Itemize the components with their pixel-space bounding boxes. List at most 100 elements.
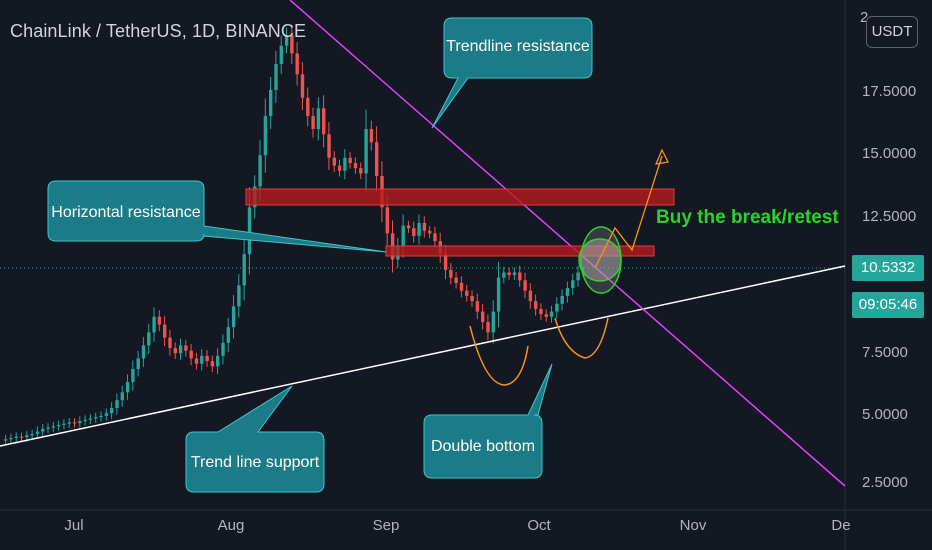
candle-body: [4, 439, 8, 441]
candle-body: [565, 288, 570, 296]
callout-horizontal-resistance[interactable]: Horizontal resistance: [47, 180, 387, 253]
candle-body: [353, 162, 358, 169]
candle-body: [216, 355, 220, 367]
time-tick-oct: Oct: [527, 517, 551, 534]
candle-body: [263, 116, 268, 156]
candle-body: [576, 272, 580, 281]
candle-body: [19, 436, 24, 438]
double-bottom-left-curve: [469, 325, 529, 386]
candle-body: [481, 311, 485, 322]
buy-the-break-text: Buy the break/retest: [656, 207, 839, 228]
candle-body: [131, 368, 135, 382]
candle-body: [194, 358, 199, 364]
price-tick-2-5: 2.5000: [862, 474, 908, 491]
candle-body: [534, 301, 538, 309]
candle-body: [322, 108, 326, 135]
trendline-resistance[interactable]: [289, 0, 846, 487]
candle-body: [507, 272, 511, 276]
price-tick-7-5: 7.5000: [862, 344, 908, 361]
trend-line-support[interactable]: [0, 265, 846, 447]
candle-body: [422, 222, 427, 231]
candle-body: [375, 142, 379, 177]
candle-body: [443, 254, 448, 270]
candle-body: [539, 308, 543, 315]
candle-body: [549, 311, 554, 317]
resistance-zone-lower[interactable]: [385, 245, 655, 257]
time-tick-jul: Jul: [64, 517, 83, 534]
candle-body: [364, 129, 368, 174]
projection-arrowhead: [654, 148, 669, 165]
candle-body: [412, 228, 416, 236]
candle-body: [428, 230, 432, 234]
callout-trendline-resistance[interactable]: Trendline resistance: [431, 17, 593, 129]
candle-body: [57, 424, 61, 427]
candle-body: [406, 225, 411, 229]
time-tick-dec: De: [831, 517, 850, 534]
candle-body: [332, 157, 336, 166]
candle-body: [528, 290, 533, 302]
candle-body: [269, 90, 273, 117]
candle-body: [14, 436, 18, 438]
candle-body: [449, 269, 453, 278]
projection-path: [594, 155, 663, 269]
price-tick-top: 2: [860, 9, 868, 26]
candle-body: [454, 277, 458, 283]
candle-body: [30, 434, 34, 436]
candle-body: [210, 361, 215, 367]
candle-body: [555, 303, 559, 312]
candle-body: [46, 427, 50, 429]
candle-body: [83, 419, 87, 422]
candle-body: [78, 421, 82, 424]
candle-body: [157, 316, 162, 325]
candle-body: [348, 157, 352, 163]
candle-body: [496, 277, 501, 312]
candle-body: [279, 45, 283, 64]
price-tick-5: 5.0000: [862, 406, 908, 423]
candle-body: [560, 295, 564, 304]
candle-body: [184, 345, 188, 351]
candle-body: [152, 316, 156, 333]
callout-double-bottom-text: Double bottom: [431, 438, 535, 455]
candle-body: [258, 155, 262, 187]
candle-body: [459, 282, 464, 291]
candle-body: [518, 272, 522, 281]
price-tick-17-5: 17.5000: [862, 83, 916, 100]
callout-trend-line-support-text: Trend line support: [191, 454, 320, 471]
candle-body: [247, 207, 252, 255]
callout-double-bottom[interactable]: Double bottom: [423, 363, 553, 479]
candle-body: [62, 423, 66, 425]
candle-body: [173, 348, 177, 354]
candle-body: [110, 408, 114, 414]
candle-body: [237, 285, 241, 307]
candle-body: [41, 428, 45, 432]
candle-body: [491, 311, 495, 333]
resistance-zone-upper[interactable]: [245, 188, 675, 206]
candle-body: [316, 108, 321, 130]
candle-body: [306, 97, 310, 117]
candle-body: [486, 321, 490, 333]
candle-body: [343, 157, 347, 171]
candle-body: [274, 63, 278, 90]
callout-horizontal-resistance-text: Horizontal resistance: [51, 204, 201, 221]
candle-body: [337, 165, 342, 171]
candle-body: [502, 272, 506, 278]
candle-body: [141, 345, 146, 359]
candle-body: [290, 35, 294, 54]
callout-trendline-resistance-text: Trendline resistance: [446, 38, 590, 55]
candle-body: [300, 74, 305, 98]
candle-body: [136, 358, 140, 369]
candle-body: [200, 355, 204, 364]
candle-body: [147, 332, 151, 346]
candle-body: [67, 422, 71, 424]
time-tick-nov: Nov: [680, 517, 707, 534]
callout-trend-line-support[interactable]: Trend line support: [185, 385, 325, 493]
candle-body: [433, 233, 437, 242]
currency-button[interactable]: USDT: [866, 16, 918, 48]
candle-body: [284, 35, 289, 46]
current-price-label: 10.5332: [852, 255, 924, 281]
candle-body: [544, 314, 548, 317]
candles: [4, 24, 586, 445]
candle-body: [369, 129, 374, 143]
candle-body: [125, 381, 130, 393]
